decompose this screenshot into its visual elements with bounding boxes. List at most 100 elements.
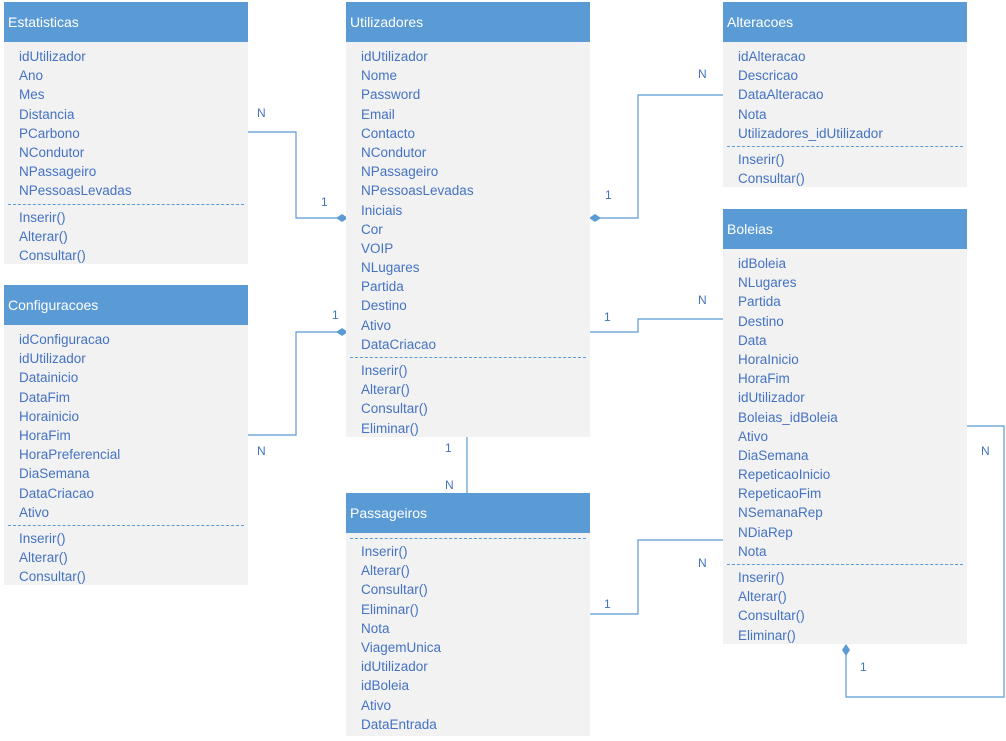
attribute: Nota — [738, 106, 767, 122]
operation: idBoleia — [361, 678, 410, 694]
attribute: DataCriacao — [19, 485, 95, 501]
operation: Alterar() — [19, 228, 68, 244]
class-configuracoes[interactable]: Configuracoes idConfiguracao idUtilizado… — [4, 285, 248, 585]
operation: Eliminar() — [738, 627, 796, 643]
operation: Inserir() — [19, 530, 66, 546]
attribute: RepeticaoInicio — [738, 467, 831, 483]
attribute: Partida — [361, 279, 404, 295]
multiplicity-label: N — [257, 106, 266, 120]
attribute: Ativo — [361, 317, 392, 333]
multiplicity-label: 1 — [332, 308, 339, 322]
operation: Consultar() — [19, 247, 86, 263]
attribute: idUtilizador — [738, 390, 805, 406]
attribute: Horainicio — [19, 408, 80, 424]
multiplicity-label: 1 — [604, 310, 611, 324]
attribute: HoraPreferencial — [19, 447, 121, 463]
class-utilizadores[interactable]: Utilizadores idUtilizador Nome Password … — [346, 2, 590, 437]
operation: Nota — [361, 620, 390, 636]
operation: Alterar() — [738, 589, 787, 605]
attribute: Iniciais — [361, 202, 403, 218]
compartment-divider — [350, 538, 586, 539]
attribute: HoraFim — [738, 371, 790, 387]
attributes-compartment: idUtilizador Nome Password Email Contact… — [346, 42, 590, 354]
connector-estatisticas-utilizadores — [248, 131, 338, 219]
operation: Consultar() — [19, 569, 86, 585]
class-boleias[interactable]: Boleias idBoleia NLugares Partida Destin… — [723, 209, 967, 644]
multiplicity-label: N — [698, 556, 707, 570]
compartment-divider — [727, 145, 963, 147]
multiplicity-label: N — [981, 444, 990, 458]
attribute: Password — [361, 87, 421, 103]
multiplicity-label: 1 — [445, 441, 452, 455]
attribute: idUtilizador — [361, 49, 428, 64]
attribute: Email — [361, 106, 395, 122]
attributes-compartment: idUtilizador Ano Mes Distancia PCarbono … — [4, 42, 248, 201]
operation: Eliminar() — [361, 601, 419, 617]
class-name: Configuracoes — [4, 285, 248, 325]
attribute: NDiaRep — [738, 524, 793, 540]
attribute: DiaSemana — [19, 466, 90, 482]
attribute: idAlteracao — [738, 49, 806, 64]
class-name: Utilizadores — [346, 2, 590, 42]
class-name: Alteracoes — [723, 2, 967, 42]
multiplicity-label: N — [698, 67, 707, 81]
attribute: idConfiguracao — [19, 332, 110, 347]
compartment-divider — [727, 564, 963, 565]
class-name: Passageiros — [346, 493, 590, 533]
attribute: NSemanaRep — [738, 505, 823, 521]
attribute: HoraInicio — [738, 351, 799, 367]
attribute: Destino — [738, 313, 784, 329]
class-alteracoes[interactable]: Alteracoes idAlteracao Descricao DataAlt… — [723, 2, 967, 187]
attribute: DataFim — [19, 389, 71, 405]
attribute: Contacto — [361, 125, 416, 141]
attribute: Descricao — [738, 68, 799, 84]
attribute: Ativo — [738, 428, 769, 444]
multiplicity-label: 1 — [321, 195, 328, 209]
operation: Consultar() — [738, 171, 805, 187]
attribute: DataCriacao — [361, 336, 437, 352]
operations-compartment: Inserir() Alterar() Consultar() Eliminar… — [723, 565, 967, 645]
attribute: Cor — [361, 221, 383, 237]
attribute: Ano — [19, 68, 44, 84]
attribute: NPassageiro — [361, 164, 439, 180]
connector-alteracoes-utilizadores — [598, 94, 723, 219]
multiplicity-label: 1 — [605, 188, 612, 202]
attribute: NPessoasLevadas — [19, 183, 132, 199]
operations-compartment: Inserir() Alterar() Consultar() — [4, 526, 248, 587]
attribute: Nota — [738, 543, 767, 559]
compartment-divider — [8, 203, 244, 205]
operation: Consultar() — [361, 582, 428, 598]
multiplicity-label: N — [698, 293, 707, 307]
multiplicity-label: 1 — [604, 597, 611, 611]
attribute: Mes — [19, 87, 45, 103]
attribute: Partida — [738, 294, 781, 310]
multiplicity-label: N — [257, 444, 266, 458]
operation: Ativo — [361, 697, 392, 713]
attribute: Ativo — [19, 504, 50, 520]
class-estatisticas[interactable]: Estatisticas idUtilizador Ano Mes Distan… — [4, 2, 248, 264]
multiplicity-label: N — [445, 478, 454, 492]
class-passageiros[interactable]: Passageiros Inserir() Alterar() Consulta… — [346, 493, 590, 736]
attributes-compartment: idConfiguracao idUtilizador Datainicio D… — [4, 325, 248, 522]
attribute: Boleias_idBoleia — [738, 409, 838, 425]
operation: Inserir() — [361, 544, 408, 559]
attribute: idUtilizador — [19, 351, 86, 367]
operation: Alterar() — [361, 382, 410, 398]
aggregation-diamond — [336, 328, 348, 336]
connector-passageiros-boleias — [590, 539, 723, 615]
connector-configuracoes-utilizadores — [248, 331, 338, 436]
attribute: NCondutor — [19, 144, 85, 160]
attribute: NLugares — [738, 275, 797, 291]
connector-boleias-utilizadores — [590, 318, 723, 333]
class-name: Boleias — [723, 209, 967, 249]
attribute: Utilizadores_idUtilizador — [738, 125, 883, 141]
operation: Inserir() — [738, 151, 785, 167]
connector-boleias-self — [845, 425, 1005, 698]
operations-compartment: Inserir() Consultar() — [723, 147, 967, 188]
operation: Alterar() — [361, 563, 410, 579]
attribute: NCondutor — [361, 144, 427, 160]
operation: DataEntrada — [361, 716, 437, 732]
attribute: Distancia — [19, 106, 75, 122]
attribute: PCarbono — [19, 125, 80, 141]
operation: Inserir() — [361, 363, 408, 378]
